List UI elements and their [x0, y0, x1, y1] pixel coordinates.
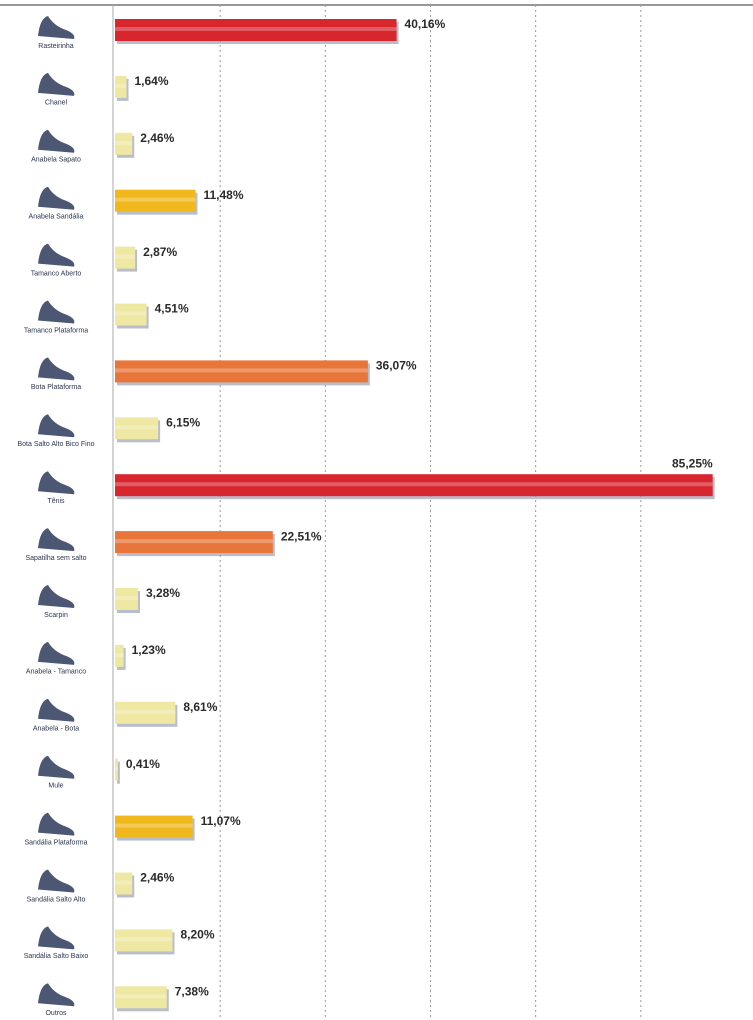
shoe-icon	[38, 869, 75, 893]
bar	[115, 531, 273, 554]
bar	[115, 19, 397, 41]
shoe-icon	[38, 72, 75, 96]
bar	[115, 417, 159, 440]
value-label: 36,07%	[376, 359, 417, 373]
shoe-icon	[38, 16, 75, 39]
bar-shadow	[117, 761, 120, 784]
shoe-icon	[38, 243, 75, 267]
category-label: Rasteirinha	[38, 43, 74, 50]
bar	[115, 929, 173, 952]
shoe-icon	[38, 528, 75, 552]
bar	[115, 815, 193, 838]
bar-highlight	[115, 83, 127, 88]
bar-highlight	[115, 823, 193, 828]
category-label: Tênis	[47, 498, 65, 505]
shoe-icon	[38, 698, 75, 722]
bar	[115, 75, 127, 98]
bar-highlight	[115, 368, 368, 373]
bar	[115, 644, 124, 667]
category-label: Anabela - Bota	[33, 726, 79, 733]
bar	[115, 189, 196, 212]
category-label: Tamanco Aberto	[31, 270, 82, 277]
value-label: 8,61%	[183, 700, 217, 714]
bar-highlight	[115, 880, 133, 885]
shoe-icon	[38, 186, 75, 210]
value-label: 8,20%	[180, 928, 214, 942]
category-label: Anabela Sapato	[31, 157, 81, 164]
value-label: 11,48%	[203, 188, 243, 202]
value-label: 22,51%	[281, 529, 322, 543]
category-label: Chanel	[45, 100, 68, 107]
bar-highlight	[115, 652, 124, 657]
category-label: Bota Salto Alto Bico Fino	[17, 441, 94, 448]
bar-highlight	[115, 709, 176, 714]
category-label: Sandália Plataforma	[24, 839, 87, 846]
category-label: Scarpin	[44, 612, 68, 619]
bar-highlight	[115, 197, 196, 202]
bar-highlight	[115, 254, 136, 259]
bar	[115, 246, 136, 269]
shoe-icon	[38, 414, 75, 438]
value-label: 6,15%	[166, 415, 200, 429]
category-label: Sandália Salto Alto	[27, 896, 86, 903]
bar	[115, 701, 176, 724]
value-label: 0,41%	[126, 757, 160, 771]
category-label: Anabela - Tamanco	[26, 669, 86, 676]
value-label: 2,46%	[140, 131, 174, 145]
shoe-icon	[38, 641, 75, 665]
shoe-icon	[38, 755, 75, 779]
shoe-icon	[38, 357, 75, 381]
bar	[115, 758, 118, 781]
shoe-icon	[38, 129, 75, 153]
shoe-icon	[38, 926, 75, 950]
bar-highlight	[115, 766, 118, 771]
bar	[115, 132, 133, 155]
shoe-icon	[38, 300, 75, 324]
bar	[115, 872, 133, 895]
shoe-icon	[38, 471, 75, 495]
bar-highlight	[115, 596, 138, 600]
category-label: Tamanco Plataforma	[24, 327, 88, 334]
bar-highlight	[115, 482, 713, 487]
category-label: Anabela Sandália	[29, 214, 84, 221]
bar-highlight	[115, 311, 147, 316]
bar	[115, 588, 138, 610]
shoe-icon	[38, 812, 75, 836]
value-label: 2,46%	[140, 871, 174, 885]
value-label: 3,28%	[146, 586, 180, 600]
category-label: Bota Plataforma	[31, 384, 81, 391]
bar-highlight	[115, 937, 173, 942]
value-label: 2,87%	[143, 245, 177, 259]
category-label: Sandália Salto Baixo	[24, 953, 89, 960]
value-label: 11,07%	[201, 814, 241, 828]
value-label: 1,64%	[134, 74, 168, 88]
shoe-icon	[38, 983, 75, 1007]
bar	[115, 986, 167, 1009]
bar-highlight	[115, 539, 273, 544]
bar-highlight	[115, 27, 397, 31]
shoe-icon	[38, 585, 75, 608]
value-label: 4,51%	[155, 302, 189, 316]
category-label: Sapatilha sem salto	[25, 555, 86, 562]
category-label: Mule	[48, 783, 63, 790]
bar	[115, 303, 147, 326]
bar	[115, 360, 368, 383]
bar-highlight	[115, 140, 133, 145]
value-label: 40,16%	[405, 17, 446, 31]
bar-highlight	[115, 425, 159, 430]
bar-highlight	[115, 994, 167, 999]
category-label: Outros	[45, 1010, 67, 1017]
bar	[115, 474, 713, 497]
value-label: 85,25%	[672, 456, 713, 470]
value-label: 7,38%	[175, 984, 209, 998]
value-label: 1,23%	[132, 643, 166, 657]
